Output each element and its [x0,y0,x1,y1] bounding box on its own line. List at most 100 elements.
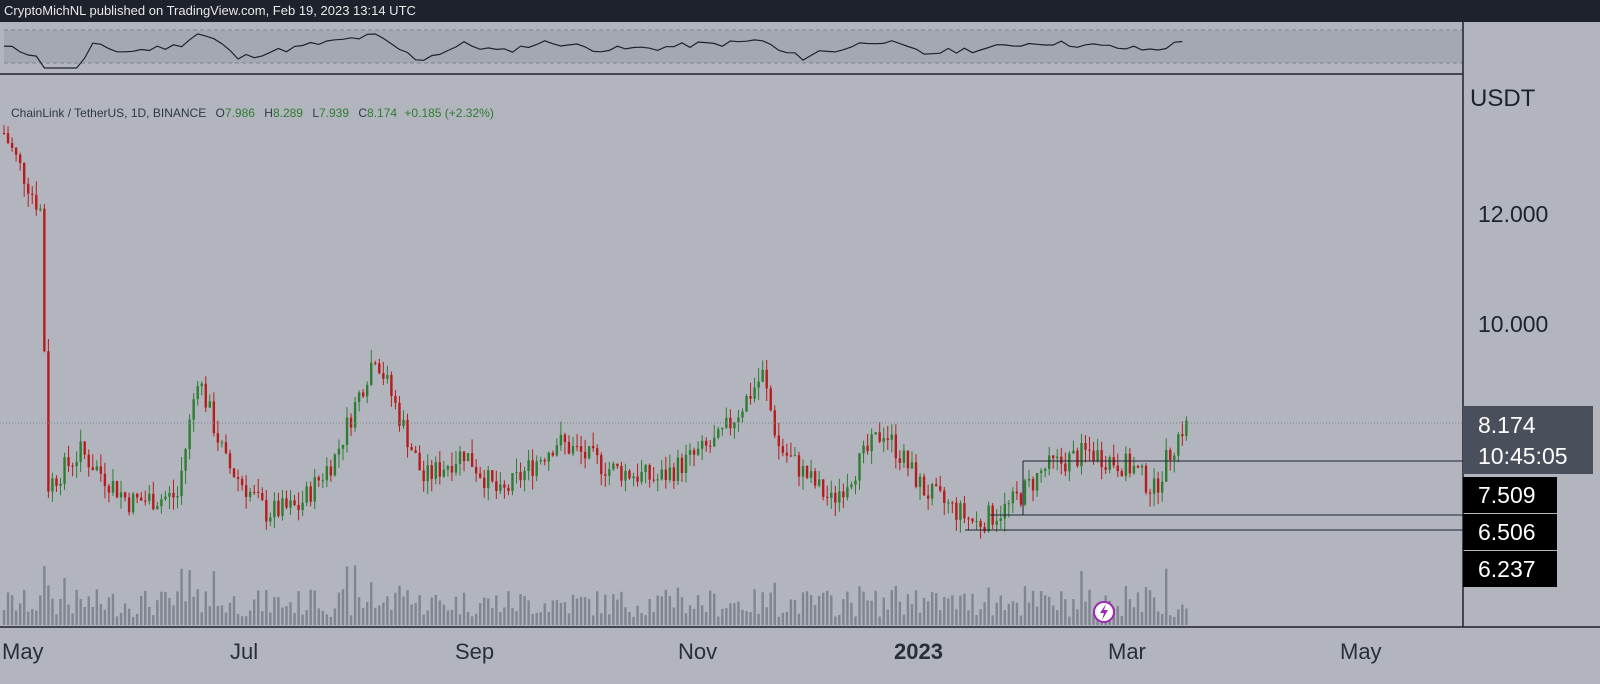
candle-body [1160,481,1164,493]
volume-bar [325,614,329,625]
volume-bar [604,594,607,625]
time-axis[interactable]: May Jul Sep Nov 2023 Mar May [0,626,1600,684]
volume-bar [305,610,308,625]
volume-bar [975,615,978,625]
volume-bar [398,585,401,625]
candle-body [337,448,341,455]
candle-body [813,471,817,486]
candle-body [785,452,789,456]
volume-bar [995,602,998,625]
price-axis[interactable]: USDT 12.000 10.000 8.174 10:45:05 7.509 … [1462,22,1600,684]
candle-body [144,500,147,502]
volume-bar [1165,568,1168,625]
volume-bar [765,607,768,625]
volume-bar [248,610,252,625]
volume-bar [269,612,272,625]
volume-bar [1136,592,1140,625]
volume-bar [983,602,986,625]
candle-body [696,448,700,455]
candle-body [87,454,90,468]
volume-bar [688,605,692,625]
candle-body [1152,478,1156,494]
candle-body [1136,465,1140,468]
candle-body [1003,503,1006,519]
volume-bar [127,608,131,625]
candle-body [624,470,627,481]
volume-bar [140,595,143,625]
time-label-jul: Jul [230,639,258,664]
candle-body [878,432,881,442]
candle-body [353,402,357,428]
volume-bar [922,597,926,625]
candle-body [543,460,546,462]
volume-bar [571,594,575,625]
candle-body [801,466,805,477]
candle-body [914,462,918,487]
candle-body [632,476,635,479]
volume-bar [123,603,127,625]
candle-body [555,445,559,456]
volume-bar [834,616,837,625]
volume-bar [14,610,18,625]
volume-bar [805,591,809,625]
candle-body [939,486,942,491]
volume-bar [345,566,349,625]
volume-bar [1132,607,1136,625]
level-label-bg-2 [1463,514,1557,550]
volume-bar [612,594,615,625]
volume-bar [212,571,216,625]
candle-body [680,457,684,474]
candle-body [293,500,296,505]
chart-canvas[interactable]: USDT 12.000 10.000 8.174 10:45:05 7.509 … [0,22,1600,684]
volume-bar [458,614,462,625]
volume-bar [902,614,906,625]
volume-bar [491,607,494,625]
candle-body [345,417,349,445]
candle-body [817,479,821,486]
candle-body [563,434,567,442]
candle-body [628,470,631,479]
volume-bar [79,599,82,625]
volume-bar [676,587,680,625]
volume-bar [18,603,22,625]
candle-body [882,438,885,442]
volume-bar [789,599,793,625]
candle-body [579,446,583,452]
candle-body [858,453,861,481]
volume-bar [55,614,58,625]
candle-body [910,462,914,469]
candle-body [1108,457,1111,470]
volume-bar [107,597,111,625]
publish-text: CryptoMichNL published on TradingView.co… [4,3,416,18]
volume-bar [1019,615,1023,625]
candle-body [309,486,312,502]
volume-bar [821,592,825,625]
candle-body [713,437,716,447]
volume-bar [709,590,712,625]
candle-body [1140,465,1144,468]
volume-bar [850,602,853,625]
candle-body [781,446,785,453]
candle-body [608,469,611,476]
candle-body [838,491,841,503]
volume-bar [898,601,902,625]
volume-bar [955,609,958,625]
volume-bar [144,590,147,625]
lightning-icon[interactable] [1093,601,1115,623]
candle-body [442,469,446,477]
volume-bar [608,614,611,625]
chart-area[interactable]: USDT 12.000 10.000 8.174 10:45:05 7.509 … [0,22,1600,684]
volume-bar [555,600,559,625]
volume-bar [801,592,805,625]
volume-bar [353,565,357,625]
candle-body [1185,420,1188,437]
level-label-6237: 6.237 [1478,556,1536,582]
candle-body [18,154,22,163]
time-label-may: May [2,639,44,664]
volume-bar [31,609,34,625]
volume-bar [1035,606,1039,625]
volume-bar [289,602,292,625]
volume-bar [156,600,159,625]
volume-bar [700,605,704,625]
volume-bar [523,595,526,625]
